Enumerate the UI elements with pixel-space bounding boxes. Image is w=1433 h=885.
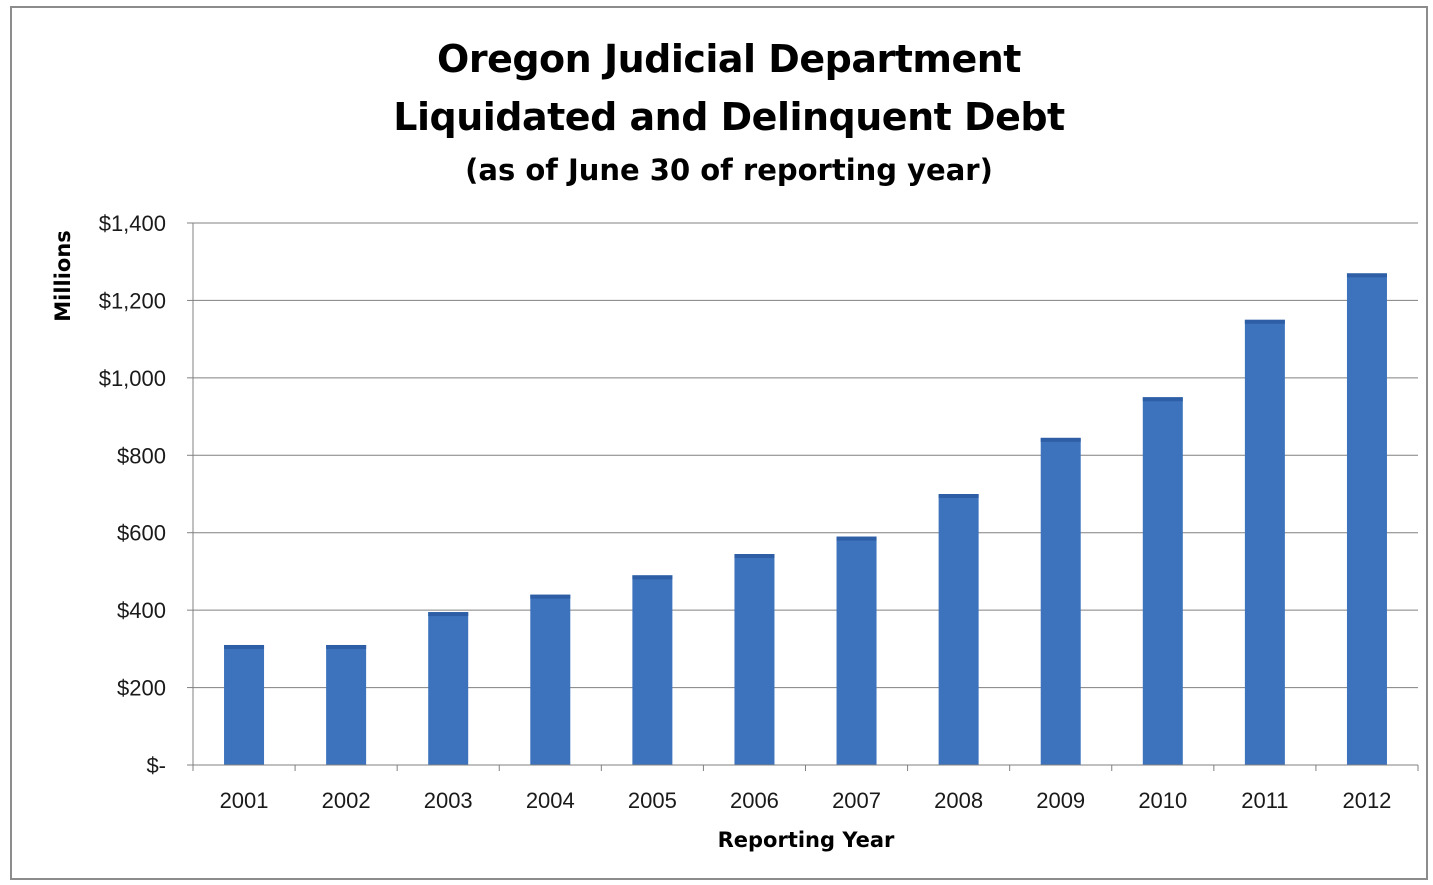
bar-cap-2011 xyxy=(1244,319,1285,324)
bar-2012 xyxy=(1346,273,1387,765)
bars xyxy=(224,273,1387,765)
x-tick-label: 2011 xyxy=(1241,788,1288,813)
y-tick-label: $- xyxy=(146,753,166,778)
bar-2007 xyxy=(836,536,877,765)
y-tick-label: $200 xyxy=(117,676,166,701)
x-tick-label: 2008 xyxy=(934,788,983,813)
y-tick-label: $1,400 xyxy=(99,211,166,236)
x-tick-label: 2010 xyxy=(1138,788,1187,813)
y-tick-labels: $- $200 $400 $600 $800 $1,000 $1,200 $1,400 xyxy=(99,211,166,778)
axes xyxy=(187,222,1419,771)
x-tick-labels: 2001 2002 2003 2004 2005 2006 2007 2008 2009 2010… xyxy=(220,788,1392,813)
bar-2009 xyxy=(1040,437,1081,765)
bar-cap-2010 xyxy=(1142,397,1183,402)
y-tick-label: $1,200 xyxy=(99,288,166,313)
y-tick-label: $400 xyxy=(117,598,166,623)
bar-cap-2012 xyxy=(1346,273,1387,278)
y-tick-label: $800 xyxy=(117,443,166,468)
bar-2001 xyxy=(224,644,265,765)
x-tick-label: 2006 xyxy=(730,788,779,813)
y-axis-title: Millions xyxy=(51,230,75,322)
x-axis-title: Reporting Year xyxy=(718,828,895,852)
y-tick-label: $600 xyxy=(117,521,166,546)
bar-2002 xyxy=(326,644,367,765)
bar-cap-2001 xyxy=(224,644,265,649)
bar-cap-2008 xyxy=(938,494,979,498)
chart-subtitle: (as of June 30 of reporting year) xyxy=(465,153,993,187)
x-tick-label: 2003 xyxy=(424,788,473,813)
bar-cap-2009 xyxy=(1040,437,1081,442)
x-tick-label: 2005 xyxy=(628,788,677,813)
gridlines xyxy=(193,222,1418,689)
bar-cap-2003 xyxy=(428,612,469,617)
bar-2004 xyxy=(530,594,571,765)
x-tick-label: 2004 xyxy=(526,788,575,813)
chart-title-line2: Liquidated and Delinquent Debt xyxy=(393,95,1065,139)
x-tick-label: 2002 xyxy=(322,788,371,813)
bar-2003 xyxy=(428,612,469,765)
bar-2005 xyxy=(632,575,673,765)
bar-2006 xyxy=(734,554,775,765)
bar-2011 xyxy=(1244,319,1285,765)
chart-title: Oregon Judicial Department xyxy=(437,37,1021,81)
bar-cap-2004 xyxy=(530,594,571,599)
x-tick-label: 2007 xyxy=(832,788,881,813)
bar-cap-2002 xyxy=(326,644,367,649)
bar-cap-2007 xyxy=(836,536,877,541)
x-tick-label: 2001 xyxy=(220,788,269,813)
chart-title-block: Oregon Judicial Department Liquidated an… xyxy=(0,30,1433,194)
bar-cap-2006 xyxy=(734,554,775,559)
x-tick-label: 2012 xyxy=(1342,788,1391,813)
bar-2010 xyxy=(1142,397,1183,765)
bar-cap-2005 xyxy=(632,575,673,580)
bar-2008 xyxy=(938,494,979,765)
x-tick-label: 2009 xyxy=(1036,788,1085,813)
y-tick-label: $1,000 xyxy=(99,366,166,391)
